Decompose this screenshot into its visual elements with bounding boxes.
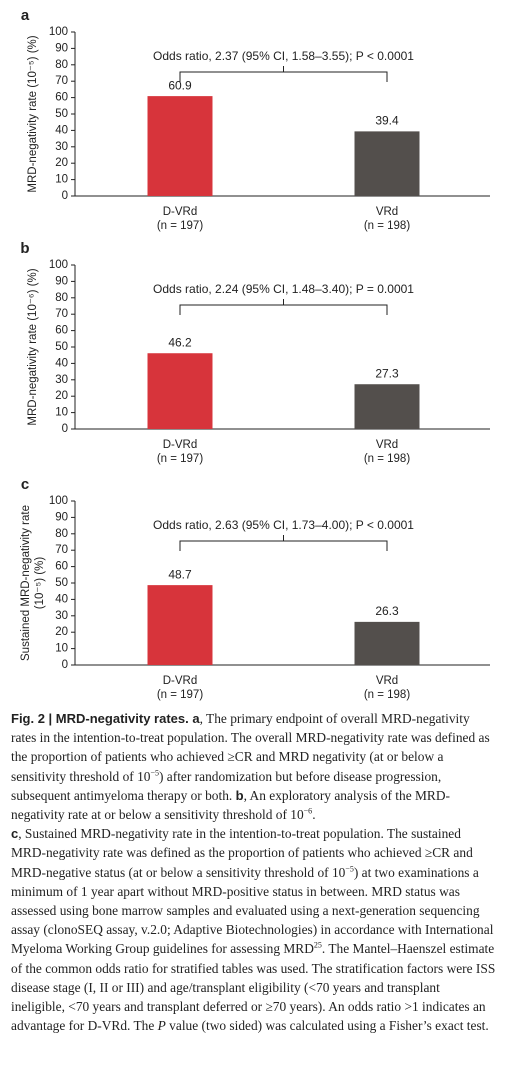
- x-tick-sublabel: (n = 198): [364, 220, 411, 232]
- caption-run: , Sustained MRD-negativity rate in the i…: [11, 826, 473, 880]
- y-tick-label: 30: [55, 610, 68, 622]
- x-tick-label: D-VRd: [163, 206, 198, 218]
- y-tick-label: 10: [55, 407, 68, 419]
- y-tick-label: 80: [55, 528, 68, 540]
- value-label: 48.7: [168, 567, 192, 581]
- x-tick-label: VRd: [376, 439, 398, 451]
- y-tick-label: 20: [55, 390, 68, 402]
- y-tick-label: 100: [49, 259, 68, 271]
- caption-run: −5: [150, 768, 159, 778]
- y-tick-label: 30: [55, 141, 68, 153]
- caption-run: ) at two examinations a minimum of 1 yea…: [11, 864, 494, 957]
- annotation: Odds ratio, 2.63 (95% CI, 1.73–4.00); P …: [153, 518, 414, 532]
- bracket: [179, 535, 388, 551]
- x-tick-sublabel: (n = 197): [157, 453, 204, 465]
- y-axis-label: Sustained MRD-negativity rate: [20, 505, 32, 661]
- y-tick-label: 40: [55, 357, 68, 369]
- y-tick-label: 0: [62, 659, 68, 671]
- caption-run: , The primary endpoint of overall MRD-ne…: [11, 711, 490, 784]
- y-tick-label: 10: [55, 643, 68, 655]
- y-tick-label: 60: [55, 561, 68, 573]
- caption-run: value (two sided) was calculated using a…: [165, 1018, 489, 1034]
- caption-run: P: [157, 1018, 166, 1034]
- y-tick-label: 40: [55, 593, 68, 605]
- caption-run: b: [235, 787, 244, 803]
- bar: [354, 621, 420, 665]
- figure: a MRD-negativity rate (10⁻⁵) (%) 0 10 20 30 40…: [20, 7, 490, 701]
- y-tick-label: 0: [62, 423, 68, 435]
- y-tick-label: 10: [55, 174, 68, 186]
- y-tick-label: 70: [55, 75, 68, 87]
- panel-label: b: [20, 240, 29, 257]
- x-tick-label: D-VRd: [163, 675, 198, 687]
- bracket: [179, 66, 388, 82]
- caption-run: .: [312, 807, 316, 823]
- y-tick-label: 100: [49, 495, 68, 507]
- x-tick-sublabel: (n = 197): [157, 689, 204, 701]
- y-tick-label: 80: [55, 292, 68, 304]
- y-tick-label: 60: [55, 325, 68, 337]
- value-label: 27.3: [375, 366, 399, 380]
- bracket: [179, 299, 388, 315]
- x-tick-label: VRd: [376, 206, 398, 218]
- y-tick-label: 90: [55, 275, 68, 287]
- y-tick-label: 50: [55, 341, 68, 353]
- y-tick-label: 40: [55, 124, 68, 136]
- annotation: Odds ratio, 2.24 (95% CI, 1.48–3.40); P …: [153, 282, 414, 296]
- y-tick-label: 20: [55, 157, 68, 169]
- caption-run: , An exploratory analysis of the MRD-neg…: [11, 787, 450, 823]
- y-tick-label: 60: [55, 92, 68, 104]
- x-tick-sublabel: (n = 198): [364, 689, 411, 701]
- bar: [147, 585, 213, 665]
- caption-run: Fig. 2 | MRD-negativity rates. a: [11, 711, 200, 726]
- x-tick-sublabel: (n = 198): [364, 453, 411, 465]
- annotation: Odds ratio, 2.37 (95% CI, 1.58–3.55); P …: [153, 49, 414, 63]
- y-tick-label: 80: [55, 59, 68, 71]
- figure-caption: Fig. 2 | MRD-negativity rates. a, The pr…: [11, 709, 497, 1035]
- caption-run: −6: [303, 806, 313, 816]
- bar: [147, 353, 213, 429]
- y-tick-label: 20: [55, 626, 68, 638]
- y-tick-label: 90: [55, 42, 68, 54]
- y-tick-label: 90: [55, 511, 68, 523]
- x-tick-label: D-VRd: [163, 439, 198, 451]
- x-tick-sublabel: (n = 197): [157, 220, 204, 232]
- value-label: 46.2: [168, 335, 192, 349]
- y-tick-label: 30: [55, 374, 68, 386]
- caption-run: c: [11, 826, 19, 842]
- y-tick-label: 100: [49, 26, 68, 38]
- value-label: 26.3: [375, 604, 399, 618]
- y-tick-label: 70: [55, 308, 68, 320]
- caption-run: . The Mantel–Haenszel estimate of the co…: [11, 941, 496, 1034]
- panel-label: c: [21, 476, 29, 493]
- y-axis-label: (10⁻⁵) (%): [34, 557, 46, 610]
- y-tick-label: 70: [55, 544, 68, 556]
- bar: [354, 131, 420, 196]
- x-tick-label: VRd: [376, 675, 398, 687]
- y-tick-label: 50: [55, 577, 68, 589]
- y-tick-label: 0: [62, 190, 68, 202]
- caption-run: −5: [345, 864, 354, 874]
- panel-label: a: [21, 7, 30, 24]
- bar: [147, 96, 213, 196]
- y-axis-label: MRD-negativity rate (10⁻⁶) (%): [27, 268, 39, 425]
- caption-run: ) after randomization but before disease…: [11, 768, 442, 803]
- y-tick-label: 50: [55, 108, 68, 120]
- caption-run: 25: [313, 940, 322, 950]
- value-label: 60.9: [168, 78, 192, 92]
- y-axis-label: MRD-negativity rate (10⁻⁵) (%): [27, 35, 39, 192]
- value-label: 39.4: [375, 114, 399, 128]
- bar: [354, 384, 420, 429]
